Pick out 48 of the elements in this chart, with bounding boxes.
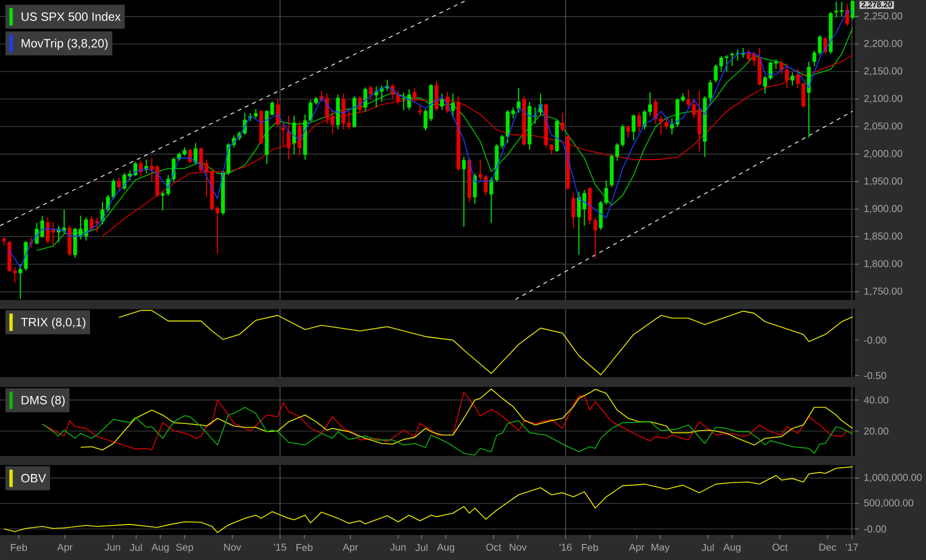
y-tick-label: 1,750.00 [864, 288, 902, 296]
y-tick-label: 2,250.00 [864, 12, 902, 21]
x-tick-label: '17 [846, 544, 858, 551]
x-tick-label: Nov [224, 544, 242, 551]
y-tick-label: 2,150.00 [864, 67, 902, 76]
x-tick-label: Apr [342, 544, 358, 553]
y-tick-label: 1,900.00 [864, 205, 902, 214]
x-tick-label: Apr [628, 544, 644, 553]
legend-label: US SPX 500 Index [22, 12, 121, 21]
x-tick-label: Jun [104, 544, 120, 551]
y-tick-label: 1,850.00 [864, 232, 902, 241]
annotation: 2,278.20 [861, 2, 892, 8]
x-tick-label: Feb [10, 544, 27, 552]
legend-label: DMS (8) [22, 396, 65, 407]
x-tick-label: Oct [772, 544, 788, 551]
x-tick-label: Jul [130, 544, 142, 552]
y-tick-label: -0.50 [864, 372, 886, 380]
x-tick-label: Aug [151, 544, 169, 553]
x-tick-label: Apr [57, 544, 73, 553]
legend-label: MovTrip (3,8,20) [22, 38, 108, 50]
y-tick-label: 1,800.00 [864, 260, 902, 268]
x-tick-label: Jul [702, 544, 714, 552]
y-tick-label: 500,000.00 [864, 499, 914, 508]
y-tick-label: 2,200.00 [864, 40, 902, 48]
x-tick-label: Oct [486, 544, 502, 551]
x-tick-label: Sep [176, 544, 194, 553]
y-tick-label: -0.00 [864, 525, 886, 533]
y-tick-label: 1,000,000.00 [864, 474, 922, 482]
y-tick-label: 2,050.00 [864, 122, 902, 131]
x-tick-label: Jul [415, 544, 428, 552]
legend-label: TRIX (8,0,1) [21, 318, 86, 329]
x-tick-label: Aug [723, 544, 740, 553]
y-tick-label: -0.00 [864, 336, 886, 344]
y-tick-label: 2,000.00 [864, 150, 902, 158]
x-tick-label: '16 [560, 544, 572, 551]
x-tick-label: Nov [510, 544, 527, 551]
y-tick-label: 20.00 [864, 427, 888, 435]
y-tick-label: 2,100.00 [864, 94, 902, 104]
x-tick-label: Aug [437, 544, 454, 553]
x-tick-label: '15 [274, 544, 286, 551]
y-tick-label: 1,950.00 [864, 178, 902, 186]
x-tick-label: Dec [820, 544, 836, 551]
x-tick-label: Feb [296, 544, 312, 552]
x-tick-label: May [652, 544, 670, 553]
legend-label: OBV [21, 474, 46, 482]
x-tick-label: Feb [582, 544, 598, 552]
y-tick-label: 40.00 [864, 396, 888, 404]
x-tick-label: Jun [390, 544, 406, 551]
